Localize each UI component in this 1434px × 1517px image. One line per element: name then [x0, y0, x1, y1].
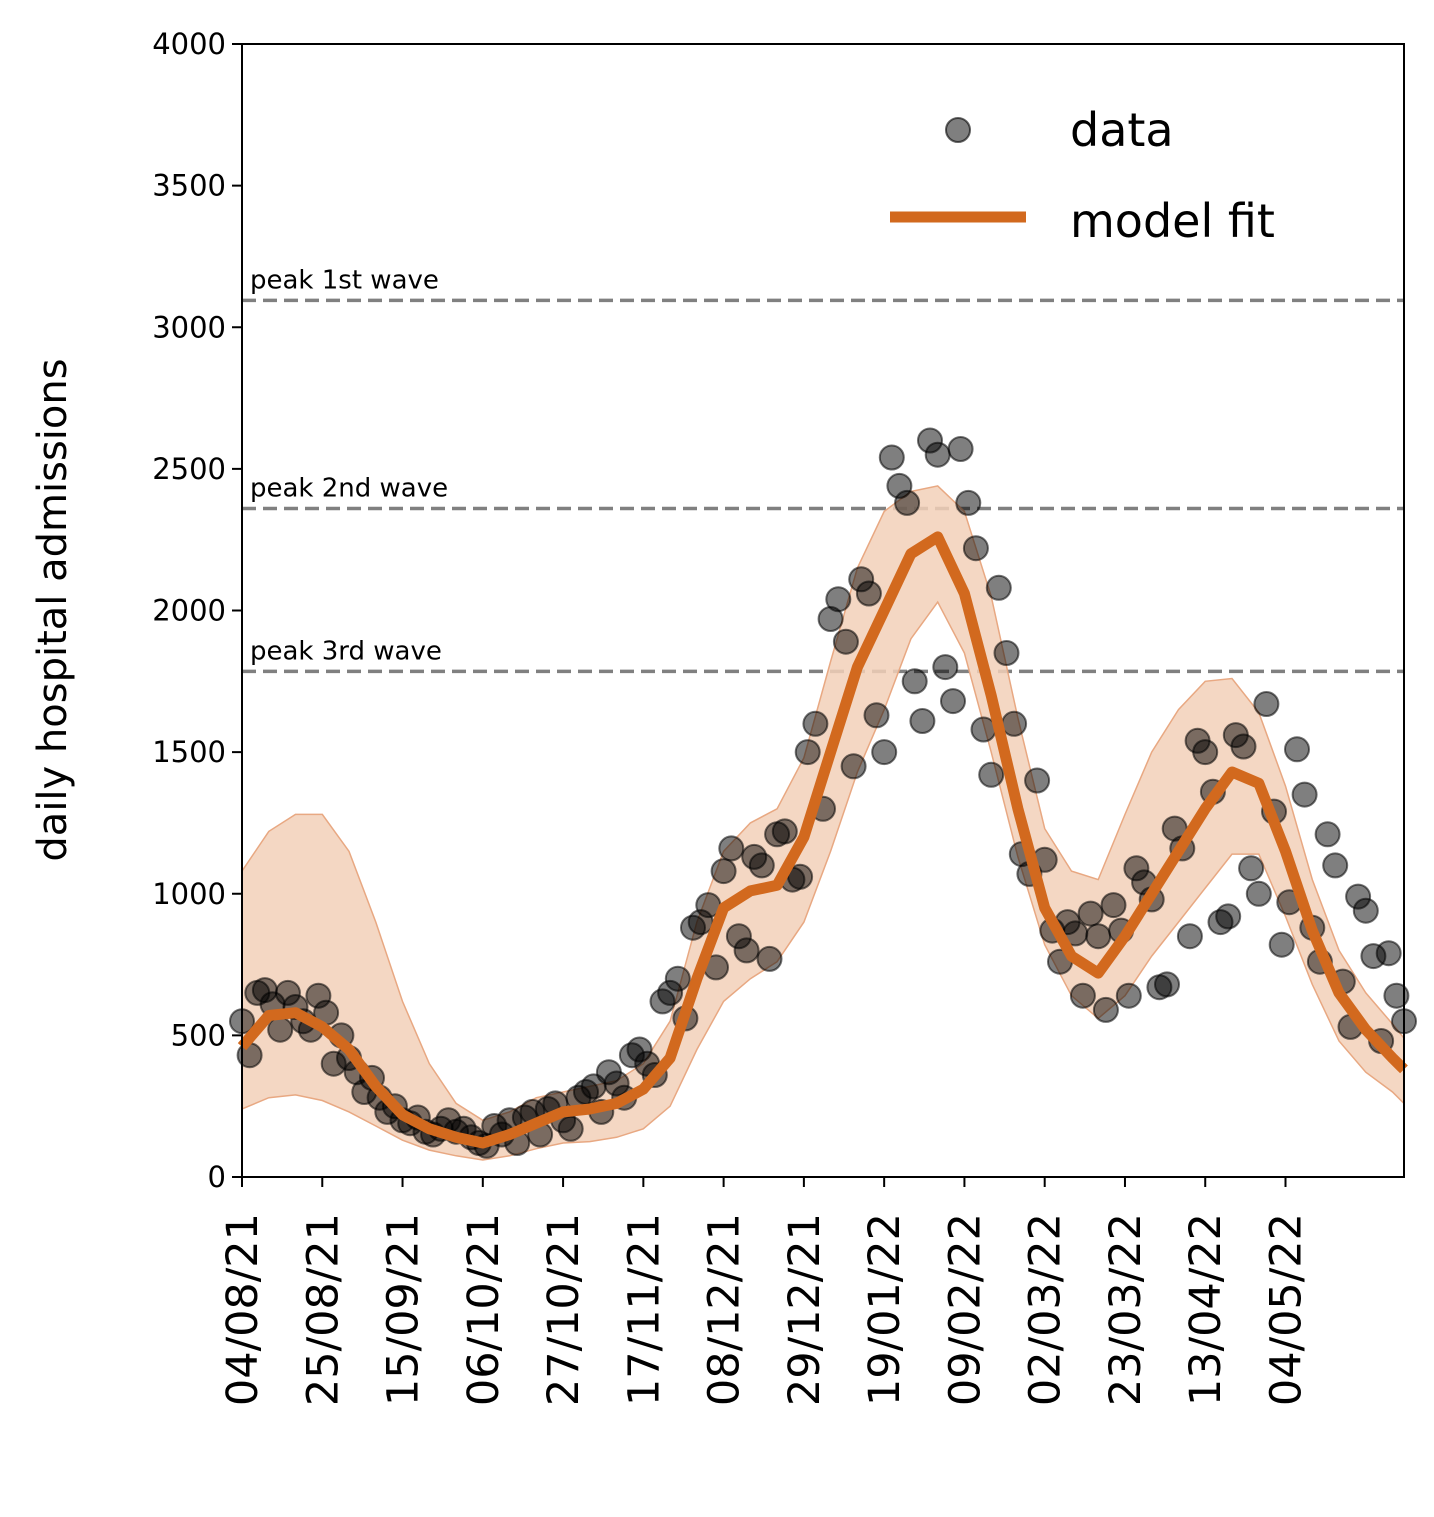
model-fit-line [237, 531, 1408, 1149]
x-tick-label: 29/12/21 [780, 1213, 830, 1406]
data-point [863, 702, 890, 729]
data-point [962, 535, 989, 562]
data-point [985, 574, 1012, 601]
data-point [1077, 900, 1104, 927]
y-axis-ticks: 0 500 1000 1500 2000 2500 3000 3500 4000 [152, 27, 242, 1194]
reference-line-label: peak 1st wave [250, 265, 439, 295]
x-tick-label: 17/11/21 [619, 1213, 669, 1406]
data-point [1322, 852, 1349, 879]
data-point [1100, 892, 1127, 919]
data-point [756, 945, 783, 972]
data-point [1001, 710, 1028, 737]
data-point [794, 739, 821, 766]
reference-line-label: peak 2nd wave [250, 474, 448, 504]
x-tick-label: 02/03/22 [1021, 1213, 1071, 1406]
y-tick-label: 500 [171, 1018, 226, 1052]
data-point [1352, 897, 1379, 924]
legend-data-label: data [1070, 103, 1174, 157]
x-tick-label: 27/10/21 [539, 1213, 589, 1406]
data-point [832, 628, 859, 655]
data-point [901, 668, 928, 695]
x-axis-ticks: 04/08/21 25/08/21 15/09/21 06/10/21 27/10/21… [218, 1177, 1312, 1406]
data-point [1383, 982, 1410, 1009]
data-point [1238, 855, 1265, 882]
data-point [1092, 996, 1119, 1023]
data-point [710, 858, 737, 885]
y-tick-label: 2000 [152, 594, 226, 628]
data-point [1284, 736, 1310, 763]
y-tick-label: 2500 [152, 452, 226, 486]
data-point [909, 708, 936, 734]
data-point [840, 753, 867, 780]
y-tick-label: 3500 [152, 169, 226, 203]
data-point [878, 444, 905, 471]
y-axis-label: daily hospital admissions [30, 358, 76, 861]
data-point [1215, 903, 1242, 930]
data-point [1176, 923, 1203, 950]
reference-line-label: peak 3rd wave [250, 636, 442, 666]
data-point [1291, 781, 1318, 808]
data-point [871, 739, 898, 766]
data-point [1314, 821, 1341, 848]
data-point [1375, 940, 1402, 967]
y-tick-label: 1000 [152, 877, 226, 911]
data-point [664, 965, 691, 992]
data-point [825, 586, 852, 613]
x-tick-label: 08/12/21 [700, 1213, 750, 1406]
x-tick-label: 04/08/21 [218, 1213, 268, 1406]
x-tick-label: 09/02/22 [940, 1213, 990, 1406]
legend-model-fit-label: model fit [1070, 194, 1275, 248]
data-point [733, 937, 760, 964]
y-tick-label: 4000 [152, 27, 226, 61]
data-point [940, 688, 966, 715]
data-point [1230, 733, 1257, 760]
data-point [924, 441, 951, 468]
data-point [771, 818, 798, 845]
y-tick-label: 3000 [152, 310, 226, 344]
data-point [894, 489, 921, 516]
data-point [1115, 982, 1142, 1009]
data-point [955, 489, 982, 516]
data-point [1253, 691, 1280, 717]
data-point [1245, 880, 1272, 907]
data-point [1192, 739, 1219, 766]
data-point [718, 835, 745, 862]
data-point [267, 1016, 294, 1043]
x-tick-label: 23/03/22 [1101, 1213, 1151, 1406]
legend: data model fit [890, 103, 1275, 248]
data-point [1268, 931, 1295, 958]
x-tick-label: 04/05/22 [1262, 1213, 1312, 1406]
x-tick-label: 13/04/22 [1181, 1213, 1231, 1406]
data-point [802, 710, 829, 737]
data-point [1024, 767, 1051, 794]
x-tick-label: 19/01/22 [860, 1213, 910, 1406]
data-point [1069, 982, 1096, 1009]
data-point [947, 436, 974, 462]
data-point [557, 1115, 584, 1142]
x-tick-label: 06/10/21 [459, 1213, 509, 1406]
reference-lines: peak 1st wave peak 2nd wave peak 3rd wave [242, 265, 1404, 674]
data-point [1154, 971, 1180, 998]
x-tick-label: 15/09/21 [379, 1213, 429, 1406]
x-tick-label: 25/08/21 [298, 1213, 348, 1406]
y-tick-label: 1500 [152, 735, 226, 769]
data-point [1085, 923, 1112, 950]
data-point [855, 580, 882, 607]
data-point [993, 640, 1020, 666]
data-point [978, 761, 1005, 788]
legend-data-marker [945, 117, 971, 143]
y-tick-label: 0 [208, 1160, 226, 1194]
data-point [932, 654, 959, 681]
data-point [748, 852, 775, 879]
model-fit-path [237, 531, 1408, 1149]
